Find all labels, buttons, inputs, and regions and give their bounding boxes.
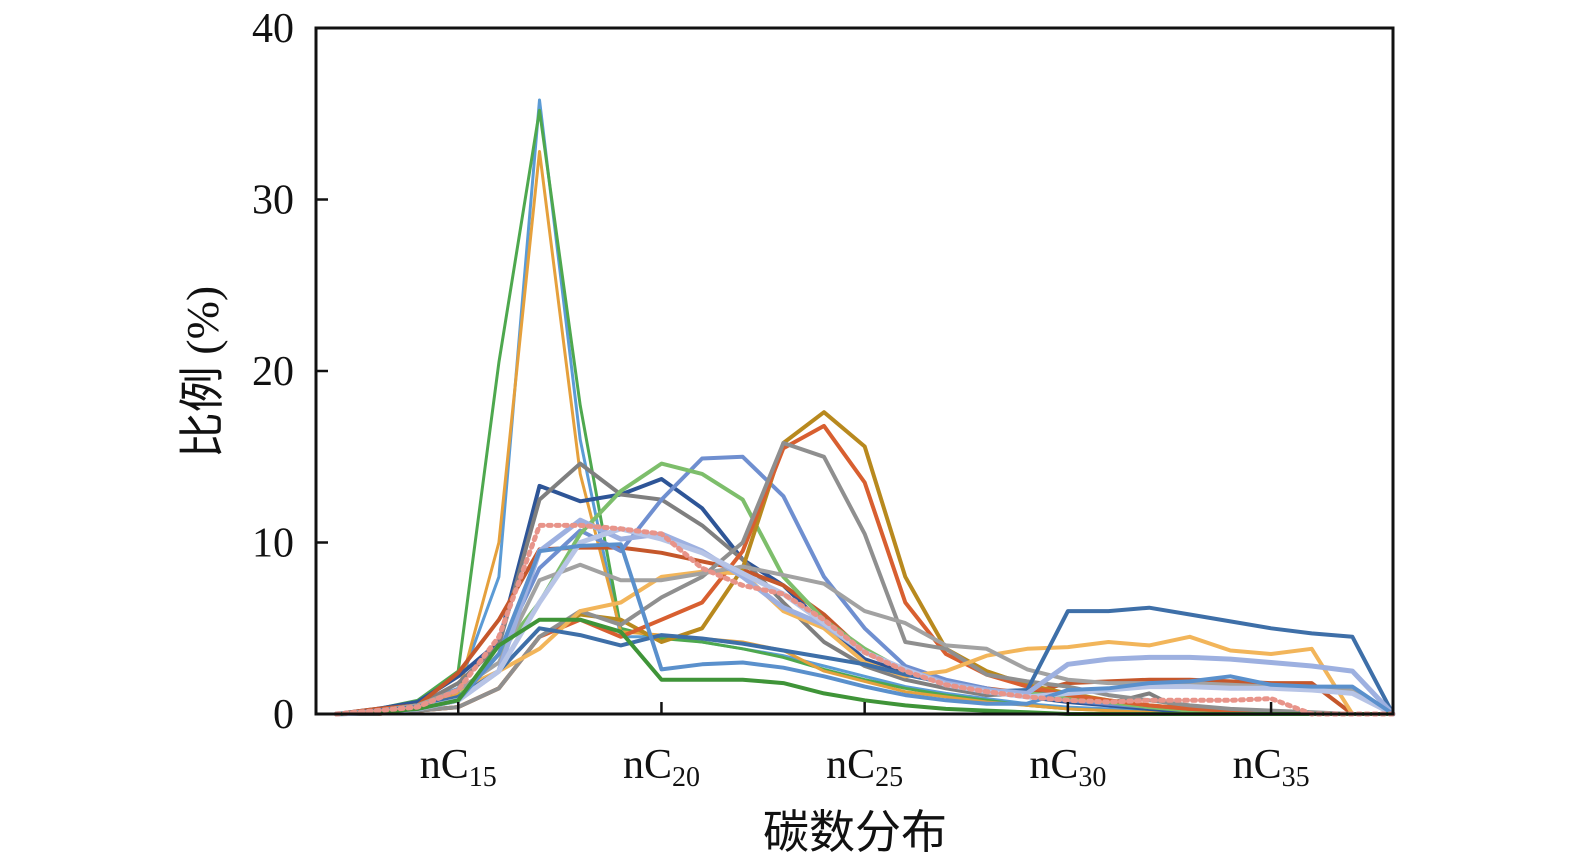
y-tick-label: 0 — [273, 692, 294, 738]
series-line-11 — [334, 441, 1395, 716]
series-line-19 — [333, 522, 1396, 717]
series-line-17 — [334, 542, 1395, 716]
series-line-14 — [334, 605, 1395, 716]
y-axis-title: 比例 (%) — [177, 286, 228, 458]
y-axis: 0 10 20 30 40 — [252, 6, 328, 738]
x-tick-label: nC20 — [623, 742, 700, 793]
series-line-10 — [334, 423, 1395, 716]
y-tick-label: 20 — [252, 349, 294, 395]
series-layer — [333, 98, 1396, 717]
y-tick-label: 30 — [252, 178, 294, 224]
plot-area-frame — [314, 26, 1395, 716]
x-tick-label: nC15 — [420, 742, 497, 793]
y-tick-label: 40 — [252, 6, 294, 52]
x-axis: nC15 nC20 nC25 nC30 nC35 — [420, 702, 1310, 793]
x-tick-label: nC35 — [1233, 742, 1310, 793]
x-axis-title: 碳数分布 — [763, 807, 947, 858]
x-tick-label: nC30 — [1029, 742, 1106, 793]
x-tick-label: nC25 — [826, 742, 903, 793]
y-tick-label: 10 — [252, 521, 294, 567]
